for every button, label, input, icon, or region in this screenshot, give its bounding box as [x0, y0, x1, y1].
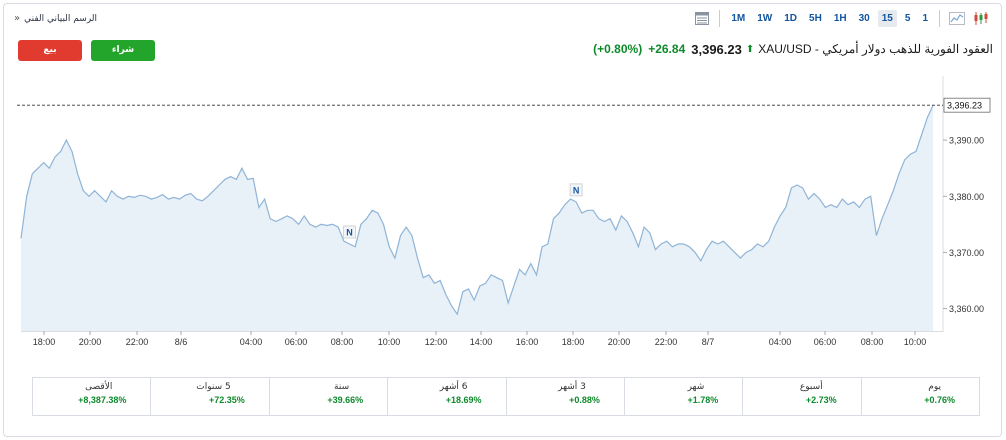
- x-tick-label: 06:00: [285, 337, 308, 347]
- news-marker[interactable]: N: [343, 225, 356, 239]
- period-value: +0.88%: [569, 395, 600, 405]
- period-cell: 3 أشهر +0.88%: [505, 378, 624, 415]
- advanced-chart-link[interactable]: » الرسم البياني الفني: [14, 13, 97, 24]
- y-tick-label: 3,370.00: [949, 248, 984, 258]
- last-price-label: 3,396.23: [947, 101, 982, 111]
- chart-widget: » الرسم البياني الفني 1M 1W 1D 5H 1H 30 1…: [3, 3, 1002, 437]
- period-label: يوم: [928, 382, 941, 392]
- timeframe-5H[interactable]: 5H: [809, 13, 822, 24]
- candlestick-icon[interactable]: [973, 11, 989, 27]
- x-tick-label: 20:00: [79, 337, 102, 347]
- toolbar-divider: [719, 10, 721, 27]
- x-tick-label: 04:00: [769, 337, 792, 347]
- period-cell: سنة +39.66%: [268, 378, 387, 415]
- period-label: 6 أشهر: [439, 382, 468, 392]
- x-tick-label: 18:00: [33, 337, 56, 347]
- timeframe-1M[interactable]: 1M: [731, 13, 746, 24]
- period-cell: شهر +1.78%: [623, 378, 742, 415]
- buy-button[interactable]: شراء: [91, 40, 155, 61]
- x-tick-label: 04:00: [240, 337, 263, 347]
- x-tick-label: 08:00: [861, 337, 884, 347]
- period-value: +2.73%: [805, 395, 837, 405]
- y-tick-label: 3,380.00: [949, 192, 984, 202]
- timeframe-selector: 1M 1W 1D 5H 1H 30 15 5 1: [690, 9, 993, 28]
- period-value: +0.76%: [924, 395, 955, 405]
- x-tick-label: 08:00: [331, 337, 354, 347]
- period-label: سنة: [334, 382, 350, 392]
- timeframe-1D[interactable]: 1D: [784, 13, 798, 24]
- price-chart[interactable]: Investing.com3,396.233,360.003,370.003,3…: [4, 4, 1001, 364]
- last-price-tag: [943, 97, 991, 113]
- period-value: +18.69%: [445, 395, 482, 405]
- timeframe-1[interactable]: 1: [922, 13, 928, 24]
- timeframe-1H[interactable]: 1H: [833, 13, 847, 24]
- chart-toolbar: » الرسم البياني الفني 1M 1W 1D 5H 1H 30 1…: [4, 4, 1001, 32]
- news-marker-box: [343, 225, 356, 239]
- news-marker-label: N: [573, 185, 580, 195]
- sell-button[interactable]: بيع: [18, 40, 82, 61]
- period-value: +39.66%: [327, 395, 364, 405]
- period-cell: الأقصى +8,387.38%: [33, 378, 150, 415]
- y-tick-label: 3,390.00: [949, 136, 984, 146]
- up-arrow-icon: ⬆: [745, 43, 755, 55]
- x-tick-label: 20:00: [608, 337, 631, 347]
- period-label: أسبوع: [799, 382, 823, 392]
- news-marker-label: N: [346, 227, 353, 237]
- period-value: +72.35%: [208, 395, 245, 405]
- timeframe-1W[interactable]: 1W: [757, 13, 773, 24]
- last-price: 3,396.23: [691, 41, 742, 57]
- period-label: الأقصى: [85, 382, 113, 392]
- change-value: +26.84: [648, 42, 686, 56]
- instrument-name: XAU/USD - العقود الفورية للذهب دولار أمر…: [758, 42, 993, 56]
- x-tick-label: 06:00: [814, 337, 837, 347]
- double-chevron-icon: »: [14, 13, 21, 24]
- y-tick-label: 3,360.00: [949, 304, 984, 314]
- timeframe-5[interactable]: 5: [904, 13, 911, 24]
- x-tick-label: 12:00: [425, 337, 448, 347]
- advanced-chart-label: الرسم البياني الفني: [24, 14, 98, 24]
- x-tick-label: 10:00: [378, 337, 401, 347]
- period-value: +8,387.38%: [78, 395, 127, 405]
- news-marker-box: [569, 183, 583, 197]
- news-marker[interactable]: N: [569, 183, 583, 197]
- x-tick-label: 8/7: [702, 337, 715, 347]
- period-cell: يوم +0.76%: [860, 378, 979, 415]
- period-label: 5 سنوات: [196, 382, 231, 392]
- x-tick-label: 14:00: [470, 337, 493, 347]
- period-cell: أسبوع +2.73%: [742, 378, 860, 415]
- x-tick-label: 18:00: [562, 337, 585, 347]
- x-tick-label: 22:00: [126, 337, 149, 347]
- period-label: شهر: [687, 382, 705, 392]
- area-fill: [21, 105, 933, 331]
- timeframe-30[interactable]: 30: [858, 13, 870, 24]
- period-cell: 5 سنوات +72.35%: [150, 378, 268, 415]
- period-cell: 6 أشهر +18.69%: [387, 378, 505, 415]
- x-tick-label: 8/6: [175, 337, 188, 347]
- x-tick-label: 22:00: [655, 337, 678, 347]
- area-chart-icon[interactable]: [949, 11, 965, 27]
- toolbar-divider: [939, 10, 940, 27]
- timeframe-15[interactable]: 15: [877, 10, 897, 27]
- x-tick-label: 16:00: [516, 337, 539, 347]
- table-icon[interactable]: [694, 11, 710, 27]
- change-percent: (+0.80%): [593, 42, 643, 56]
- period-label: 3 أشهر: [558, 382, 586, 392]
- instrument-header: (+0.80%) +26.84 3,396.23 ⬆ XAU/USD - الع…: [593, 40, 993, 58]
- period-value: +1.78%: [687, 395, 719, 405]
- x-tick-label: 10:00: [904, 337, 927, 347]
- performance-table: يوم +0.76% أسبوع +2.73% شهر +1.78% 3 أشهر +0…: [32, 377, 980, 416]
- price-line: [20, 104, 934, 316]
